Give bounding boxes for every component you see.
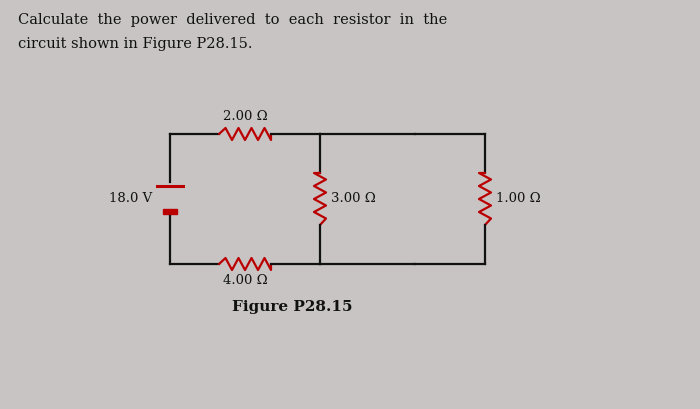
Text: Calculate  the  power  delivered  to  each  resistor  in  the: Calculate the power delivered to each re…: [18, 13, 447, 27]
Text: 2.00 Ω: 2.00 Ω: [223, 110, 267, 123]
Bar: [163, 209, 177, 214]
Text: 4.00 Ω: 4.00 Ω: [223, 274, 267, 287]
Text: Figure P28.15: Figure P28.15: [232, 300, 353, 314]
Text: circuit shown in Figure P28.15.: circuit shown in Figure P28.15.: [18, 37, 253, 51]
Text: 3.00 Ω: 3.00 Ω: [331, 193, 376, 205]
Text: 1.00 Ω: 1.00 Ω: [496, 193, 540, 205]
Text: 18.0 V: 18.0 V: [108, 193, 152, 205]
